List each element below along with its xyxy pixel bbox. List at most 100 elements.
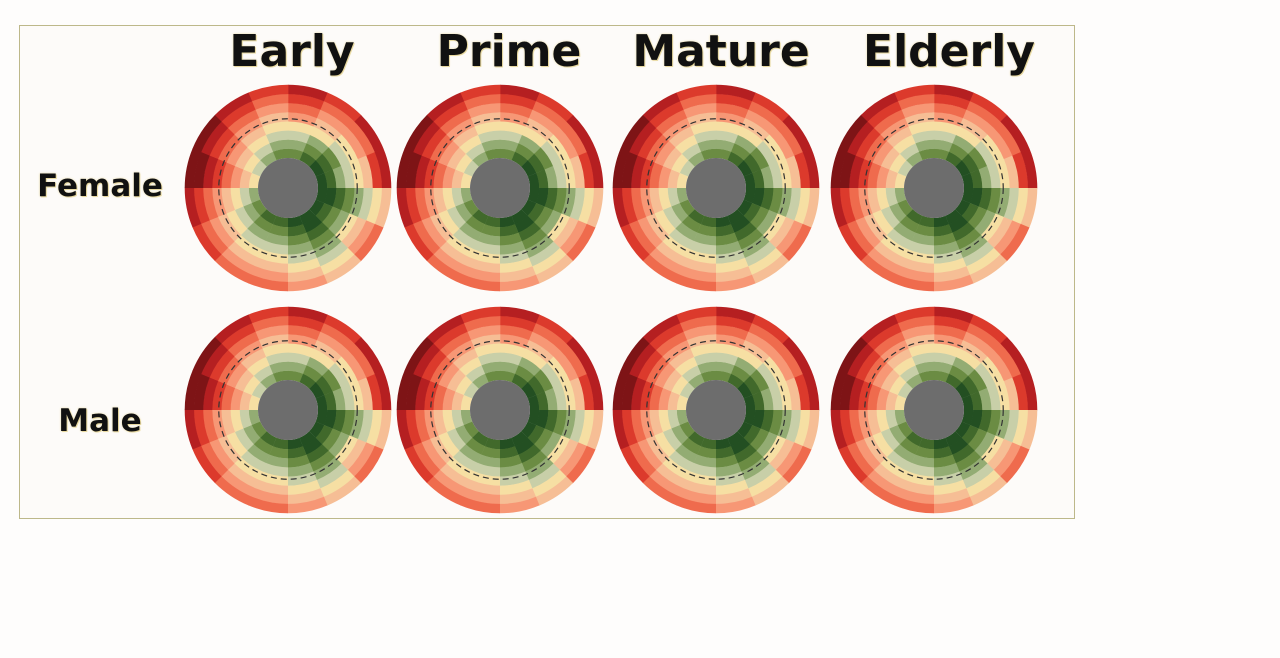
heat-cell	[839, 373, 856, 410]
heat-cell	[716, 84, 756, 102]
heat-cell	[324, 410, 337, 429]
heat-cell	[248, 84, 289, 102]
heat-cell	[239, 391, 252, 410]
heat-cell	[675, 356, 698, 376]
heat-cell	[499, 249, 530, 264]
heat-cell	[247, 443, 270, 464]
heat-cell	[628, 442, 657, 477]
heat-cell	[915, 361, 935, 374]
heat-cell	[933, 215, 950, 228]
heat-cell	[193, 151, 210, 188]
heat-cell	[955, 228, 982, 250]
heat-cell	[876, 387, 890, 410]
heat-cell	[959, 457, 988, 481]
heat-cell	[668, 126, 695, 148]
heat-cell	[969, 254, 1008, 284]
heat-cell	[460, 172, 473, 188]
heat-cell	[1020, 410, 1038, 450]
heat-cell	[477, 454, 500, 468]
heat-cell	[214, 254, 253, 284]
heat-cell	[955, 160, 971, 177]
heat-cell	[769, 127, 795, 160]
heat-cell	[324, 188, 337, 207]
heat-cell	[830, 187, 848, 228]
heat-cell	[676, 172, 689, 188]
heat-cell	[499, 224, 519, 237]
heat-cell	[315, 172, 328, 189]
heat-cell	[518, 134, 541, 155]
heat-cell	[886, 450, 913, 472]
heat-cell	[533, 428, 554, 451]
heat-cell	[474, 462, 500, 477]
heat-cell	[299, 209, 316, 225]
heat-cell	[323, 92, 362, 122]
column-title-early: Early	[229, 26, 355, 77]
heat-cell	[451, 187, 464, 207]
heat-cell	[354, 336, 384, 375]
center-disc	[686, 380, 746, 440]
heat-cell	[743, 375, 761, 396]
heat-cell	[260, 373, 277, 389]
heat-cell	[477, 232, 500, 246]
heat-cell	[438, 431, 460, 458]
heat-cell	[535, 476, 574, 506]
heat-cell	[499, 437, 516, 450]
heat-cell	[366, 410, 383, 447]
heat-cell	[667, 187, 680, 207]
heat-cell	[894, 394, 907, 410]
heat-cell	[933, 232, 957, 246]
heat-cell	[251, 382, 267, 399]
heat-cell	[269, 446, 288, 459]
heat-cell	[642, 254, 681, 284]
heat-cell	[470, 471, 500, 486]
heat-cell	[217, 356, 242, 385]
heat-cell	[775, 442, 804, 477]
heat-cell	[552, 188, 567, 214]
heat-cell	[978, 387, 992, 411]
heat-cell	[655, 331, 688, 357]
heat-cell	[212, 409, 227, 440]
heat-cell	[693, 454, 716, 468]
heat-cell	[959, 235, 988, 259]
heat-cell	[863, 134, 888, 163]
heat-cell	[324, 169, 337, 189]
heat-cell	[969, 476, 1008, 506]
heat-cell	[838, 336, 868, 375]
reference-ring	[864, 118, 1004, 258]
heat-cell	[945, 431, 962, 447]
heat-cell	[716, 361, 735, 374]
heat-cell	[500, 343, 526, 358]
heat-cell	[328, 362, 350, 389]
heat-cell	[662, 339, 691, 363]
heat-cell	[315, 424, 333, 445]
heat-cell	[737, 126, 764, 148]
heat-cell	[918, 215, 934, 228]
heat-cell	[637, 127, 663, 160]
heat-cell	[323, 476, 362, 506]
heat-cell	[528, 109, 561, 135]
heat-cell	[320, 322, 355, 351]
heat-cell	[906, 209, 923, 225]
heat-cell	[886, 126, 913, 148]
heat-cell	[424, 158, 439, 188]
heat-cell	[426, 314, 465, 344]
heat-cell	[894, 306, 935, 324]
heat-cell	[347, 121, 376, 156]
heat-cell	[802, 148, 820, 189]
heat-cell	[320, 100, 355, 129]
heat-cell	[535, 314, 574, 344]
heat-cell	[734, 444, 757, 464]
heat-cell	[686, 249, 716, 264]
heat-cell	[681, 143, 702, 161]
heat-cell	[412, 220, 441, 255]
heat-cell	[993, 121, 1022, 156]
heat-cell	[243, 202, 261, 223]
heat-cell	[288, 130, 311, 144]
heat-cell	[251, 266, 288, 283]
heat-cell	[559, 121, 588, 156]
heat-cell	[446, 117, 475, 141]
heat-cell	[649, 247, 684, 276]
heat-cell	[309, 450, 336, 472]
heat-cell	[640, 409, 655, 440]
heat-cell	[328, 209, 350, 236]
